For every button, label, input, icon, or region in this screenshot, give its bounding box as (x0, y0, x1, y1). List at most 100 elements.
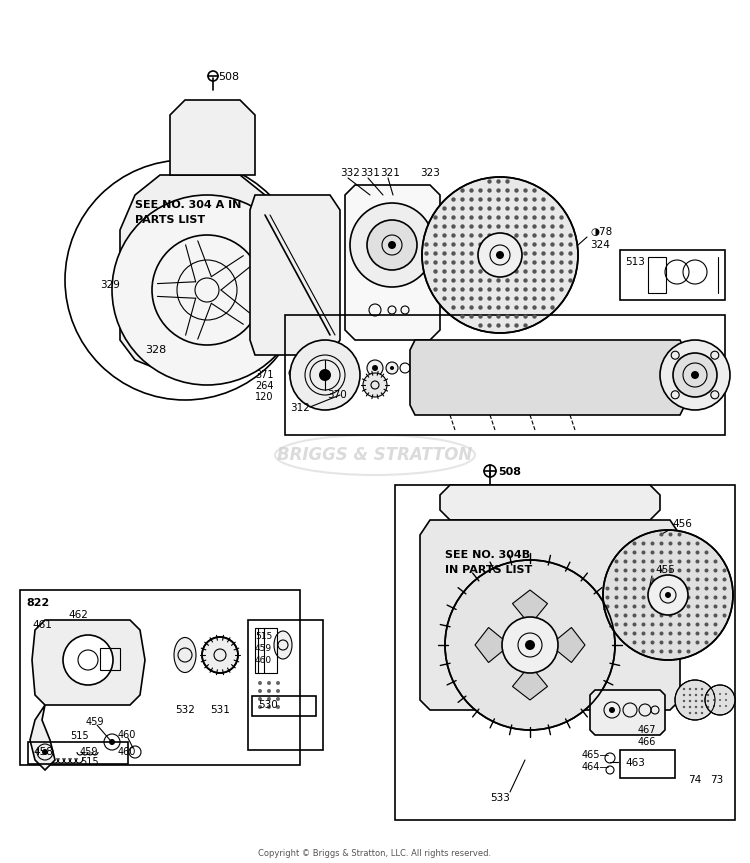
Circle shape (603, 530, 733, 660)
Bar (395, 485, 735, 820)
Circle shape (673, 353, 717, 397)
Circle shape (560, 224, 564, 229)
Circle shape (650, 551, 655, 555)
Circle shape (452, 251, 456, 255)
Circle shape (514, 198, 519, 202)
Circle shape (641, 640, 646, 645)
Circle shape (506, 296, 510, 300)
Circle shape (524, 243, 528, 247)
Circle shape (452, 243, 456, 247)
Text: 264: 264 (255, 381, 274, 391)
Circle shape (609, 707, 615, 713)
Circle shape (460, 278, 465, 283)
Circle shape (496, 180, 501, 184)
Circle shape (532, 287, 537, 292)
Circle shape (614, 622, 619, 627)
Circle shape (695, 569, 700, 572)
Circle shape (542, 251, 546, 255)
Circle shape (470, 314, 474, 318)
Circle shape (478, 261, 483, 265)
Circle shape (641, 595, 646, 600)
Circle shape (641, 604, 646, 608)
Circle shape (623, 632, 628, 635)
Circle shape (568, 243, 573, 247)
Circle shape (388, 241, 396, 249)
Circle shape (659, 551, 664, 555)
Polygon shape (170, 100, 255, 175)
Circle shape (650, 577, 655, 582)
Circle shape (478, 278, 483, 283)
Circle shape (722, 614, 727, 618)
Circle shape (682, 688, 686, 690)
Circle shape (524, 215, 528, 220)
Circle shape (109, 739, 115, 745)
Circle shape (478, 269, 483, 274)
Circle shape (694, 694, 698, 696)
Circle shape (452, 224, 456, 229)
Circle shape (668, 614, 673, 618)
Polygon shape (420, 520, 680, 710)
Circle shape (488, 198, 492, 202)
Circle shape (632, 604, 637, 608)
Circle shape (496, 296, 501, 300)
Circle shape (665, 592, 671, 598)
Text: 74: 74 (688, 775, 701, 785)
Circle shape (470, 233, 474, 237)
Circle shape (677, 604, 682, 608)
Circle shape (704, 587, 709, 590)
Circle shape (542, 224, 546, 229)
Text: 456: 456 (672, 519, 692, 529)
Circle shape (560, 233, 564, 237)
Circle shape (550, 296, 555, 300)
Circle shape (659, 577, 664, 582)
Polygon shape (512, 590, 548, 625)
Circle shape (542, 215, 546, 220)
Circle shape (514, 314, 519, 318)
Text: 530: 530 (258, 700, 278, 710)
Circle shape (719, 705, 721, 707)
Circle shape (460, 251, 465, 255)
Circle shape (514, 261, 519, 265)
Circle shape (568, 233, 573, 237)
Text: 323: 323 (420, 168, 440, 178)
Bar (285, 315, 725, 435)
Circle shape (650, 559, 655, 564)
Circle shape (542, 287, 546, 292)
Circle shape (470, 278, 474, 283)
Circle shape (659, 569, 664, 572)
Circle shape (532, 251, 537, 255)
Circle shape (686, 541, 691, 545)
Circle shape (424, 251, 429, 255)
Circle shape (506, 243, 510, 247)
Text: 461: 461 (32, 620, 52, 630)
Text: PARTS LIST: PARTS LIST (135, 215, 205, 225)
Text: 464—: 464— (582, 762, 610, 772)
Circle shape (532, 215, 537, 220)
Circle shape (686, 650, 691, 653)
Circle shape (641, 650, 646, 653)
Text: 460: 460 (118, 730, 136, 740)
Circle shape (542, 306, 546, 310)
Circle shape (506, 314, 510, 318)
Circle shape (470, 287, 474, 292)
Text: 459: 459 (86, 717, 104, 727)
Circle shape (532, 314, 537, 318)
Circle shape (623, 614, 628, 618)
Bar (255, 628, 277, 673)
Circle shape (442, 269, 447, 274)
Circle shape (258, 697, 262, 701)
Circle shape (632, 541, 637, 545)
Text: 371: 371 (255, 370, 274, 380)
Circle shape (506, 251, 510, 255)
Circle shape (488, 243, 492, 247)
Circle shape (267, 705, 271, 709)
Circle shape (514, 206, 519, 211)
Circle shape (514, 243, 519, 247)
Circle shape (488, 233, 492, 237)
Circle shape (668, 587, 673, 590)
Circle shape (659, 622, 664, 627)
Circle shape (470, 206, 474, 211)
Circle shape (704, 551, 709, 555)
Text: 533: 533 (490, 793, 510, 803)
Circle shape (682, 700, 686, 702)
